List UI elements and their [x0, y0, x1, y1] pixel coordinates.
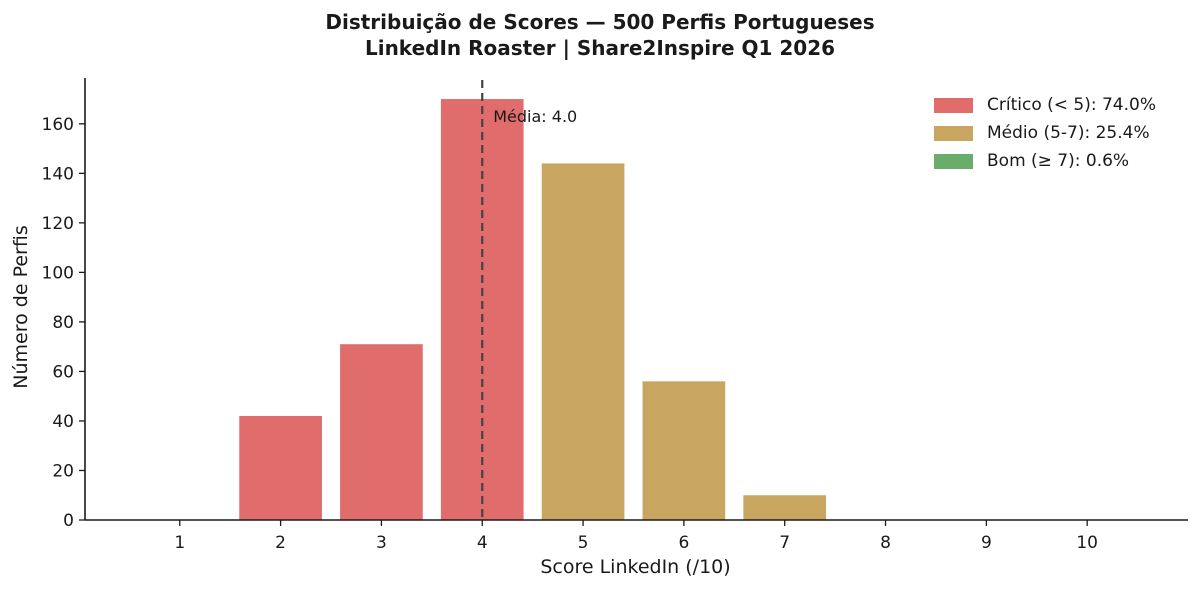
legend-item-bom: Bom (≥ 7): 0.6% [934, 147, 1156, 175]
x-axis-label: Score LinkedIn (/10) [540, 556, 730, 578]
legend-label-bom: Bom (≥ 7): 0.6% [987, 151, 1130, 171]
y-tick-label: 140 [42, 164, 74, 184]
legend-item-medio: Médio (5-7): 25.4% [934, 119, 1156, 147]
x-tick-label: 7 [779, 533, 790, 553]
x-tick-label: 2 [275, 533, 286, 553]
bar-score-2 [239, 416, 322, 520]
y-tick-label: 60 [52, 362, 74, 382]
y-tick-label: 120 [42, 214, 74, 234]
mean-label: Média: 4.0 [493, 107, 577, 126]
chart-title-line-2: LinkedIn Roaster | Share2Inspire Q1 2026 [364, 36, 836, 60]
y-tick-label: 0 [63, 511, 74, 531]
bar-score-3 [340, 344, 423, 520]
y-tick-label: 20 [52, 461, 74, 481]
y-tick-label: 80 [52, 313, 74, 333]
legend-swatch-critico [934, 97, 973, 113]
legend-swatch-bom [934, 153, 973, 169]
legend-label-critico: Crítico (< 5): 74.0% [987, 95, 1156, 115]
x-tick-label: 3 [376, 533, 387, 553]
x-tick-label: 5 [578, 533, 589, 553]
x-tick-label: 8 [880, 533, 891, 553]
y-axis-label: Número de Perfis [10, 225, 32, 388]
y-tick-label: 40 [52, 412, 74, 432]
legend-label-medio: Médio (5-7): 25.4% [987, 123, 1150, 143]
legend: Crítico (< 5): 74.0% Médio (5-7): 25.4% … [934, 91, 1156, 175]
x-tick-label: 6 [678, 533, 689, 553]
legend-item-critico: Crítico (< 5): 74.0% [934, 91, 1156, 119]
chart-title-line-1: Distribuição de Scores — 500 Perfis Port… [325, 10, 875, 34]
bar-score-5 [541, 163, 625, 520]
x-tick-label: 9 [981, 533, 992, 553]
bar-score-6 [642, 381, 726, 520]
x-tick-label: 1 [174, 533, 185, 553]
legend-swatch-medio [934, 125, 973, 141]
chart-title: Distribuição de Scores — 500 Perfis Port… [0, 9, 1200, 61]
x-tick-label: 4 [477, 533, 488, 553]
y-tick-label: 100 [42, 263, 74, 283]
x-tick-label: 10 [1076, 533, 1098, 553]
y-tick-label: 160 [42, 115, 74, 135]
bar-score-7 [743, 495, 827, 520]
